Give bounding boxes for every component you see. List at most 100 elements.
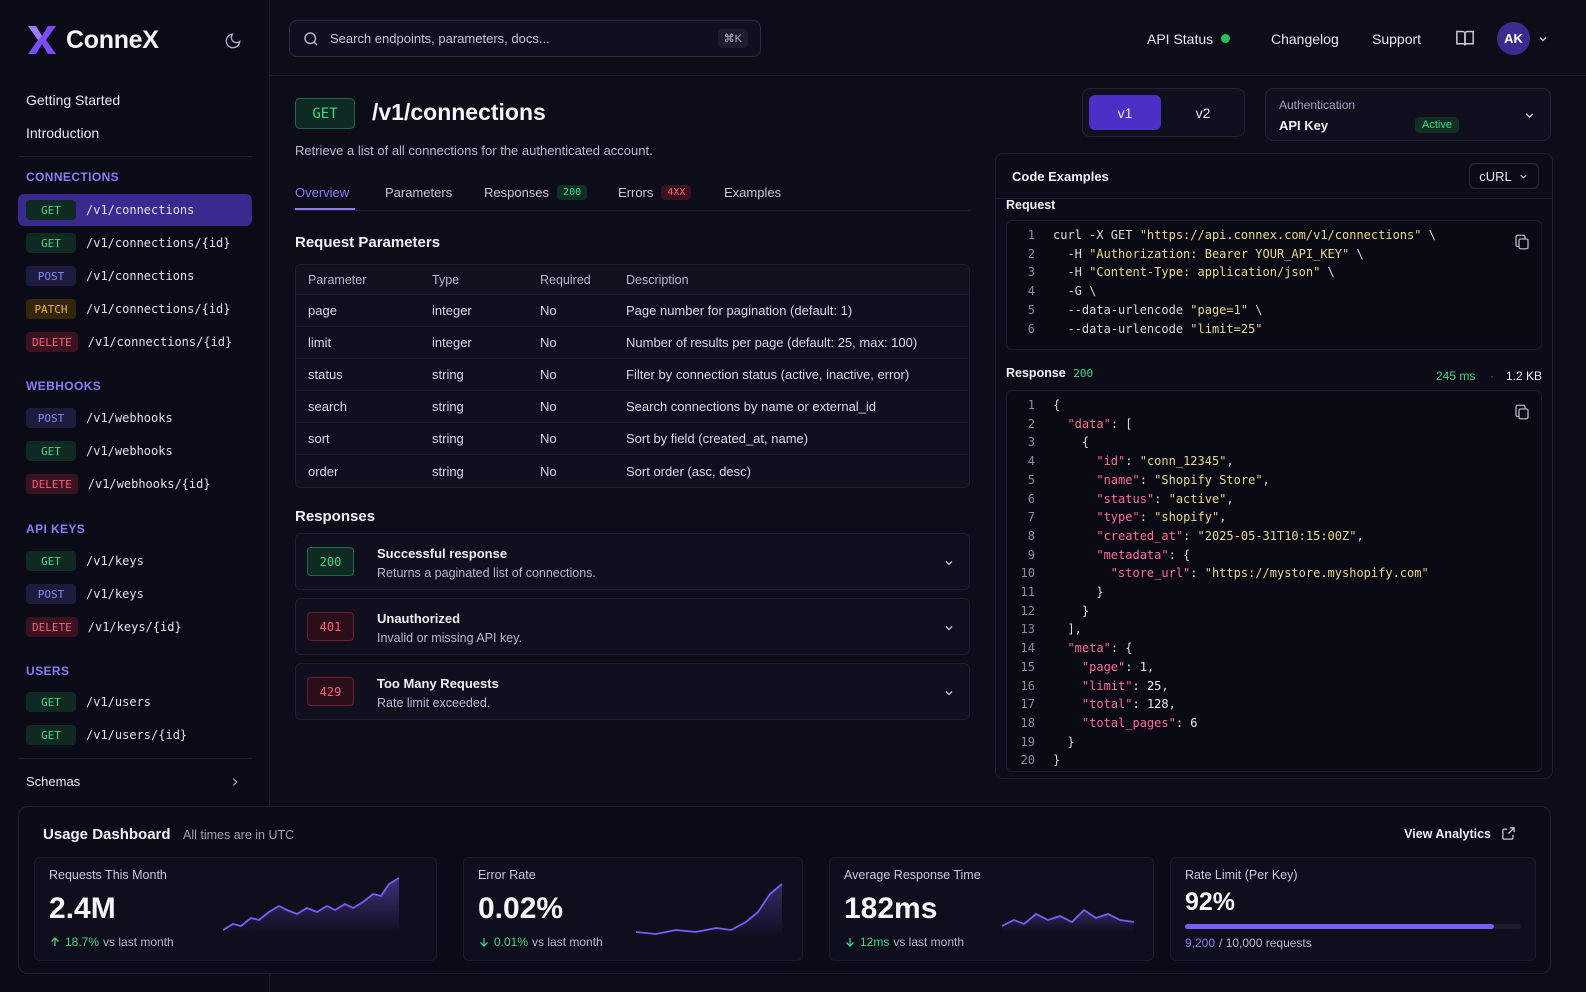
sidebar-item-get-v1-keys[interactable]: GET /v1/keys	[18, 545, 252, 577]
chevron-down-icon[interactable]	[1537, 33, 1549, 45]
table-row: page integer No Page number for pagination …	[296, 295, 969, 327]
metric-change: 0.01% vs last month	[478, 935, 603, 949]
sidebar-item-get-v1-users[interactable]: GET /v1/users	[18, 686, 252, 718]
changelog-link[interactable]: Changelog	[1271, 31, 1339, 47]
code-line: 1 curl -X GET "https://api.connex.com/v1/…	[1007, 228, 1436, 247]
response-item-429[interactable]: 429 Too Many Requests Rate limit exceede…	[295, 663, 970, 720]
copy-icon[interactable]	[1513, 233, 1531, 251]
code-token: :	[1125, 454, 1140, 469]
request-code-block[interactable]: 1 curl -X GET "https://api.connex.com/v1/…	[1006, 220, 1542, 350]
view-analytics-label: View Analytics	[1404, 826, 1491, 841]
sidebar-item-schemas[interactable]: Schemas	[26, 774, 242, 789]
response-title: Too Many Requests	[377, 676, 499, 691]
response-item-200[interactable]: 200 Successful response Returns a pagina…	[295, 533, 970, 590]
sidebar-item-introduction[interactable]: Introduction	[26, 125, 100, 141]
line-number: 18	[1020, 715, 1035, 730]
sidebar-item-delete-v1-connections-id[interactable]: DELETE /v1/connections/{id}	[18, 326, 252, 358]
auth-value: API Key	[1279, 118, 1329, 133]
line-number: 7	[1027, 510, 1035, 525]
metric-label: Rate Limit (Per Key)	[1185, 868, 1298, 882]
sidebar-item-get-v1-webhooks[interactable]: GET /v1/webhooks	[18, 435, 252, 467]
change-suffix: vs last month	[893, 935, 965, 949]
code-token	[1053, 566, 1111, 585]
version-v2-button[interactable]: v2	[1195, 104, 1211, 121]
avatar[interactable]: AK	[1497, 22, 1530, 55]
sidebar-item-delete-v1-keys-id[interactable]: DELETE /v1/keys/{id}	[18, 611, 252, 643]
sidebar-item-post-v1-connections[interactable]: POST /v1/connections	[18, 260, 252, 292]
search-input[interactable]	[330, 31, 718, 46]
sidebar-item-getting-started[interactable]: Getting Started	[26, 92, 121, 108]
metric-value: 0.02%	[478, 892, 564, 925]
moon-icon[interactable]	[224, 32, 242, 50]
response-item-401[interactable]: 401 Unauthorized Invalid or missing API …	[295, 598, 970, 655]
book-icon[interactable]	[1455, 29, 1475, 47]
sidebar-item-patch-v1-connections-id[interactable]: PATCH /v1/connections/{id}	[18, 293, 252, 325]
endpoint-path: /v1/keys/{id}	[87, 620, 182, 634]
tab-label: Overview	[295, 185, 350, 200]
sidebar-item-get-v1-connections[interactable]: GET /v1/connections	[18, 194, 252, 226]
sidebar-item-get-v1-users-id[interactable]: GET /v1/users/{id}	[18, 719, 252, 751]
search-bar[interactable]: ⌘K	[289, 20, 761, 57]
line-number: 6	[1027, 491, 1035, 506]
code-token: : [	[1110, 416, 1133, 431]
code-token: :	[1132, 697, 1147, 712]
code-token: ,	[1226, 454, 1234, 469]
tab-overview[interactable]: Overview	[295, 185, 349, 200]
copy-icon[interactable]	[1513, 403, 1531, 421]
sidebar-section-users: USERS	[26, 664, 70, 678]
code-token: 25	[1146, 678, 1162, 693]
change-suffix: vs last month	[103, 935, 174, 949]
api-status-label: API Status	[1147, 31, 1214, 47]
metric-value: 92%	[1185, 888, 1236, 916]
tab-parameters[interactable]: Parameters	[385, 185, 452, 200]
line-number: 1	[1027, 228, 1035, 242]
used-requests: 9,200	[1185, 936, 1216, 950]
code-token: :	[1154, 491, 1169, 506]
line-number: 4	[1027, 454, 1035, 469]
code-line: 2 -H "Authorization: Bearer YOUR_API_KEY…	[1007, 247, 1364, 266]
tab-badge: 200	[557, 185, 588, 200]
tab-errors[interactable]: Errors 4XX	[618, 185, 692, 200]
sidebar-item-delete-v1-webhooks-id[interactable]: DELETE /v1/webhooks/{id}	[18, 468, 252, 500]
chevron-down-icon	[945, 691, 953, 696]
table-cell: Page number for pagination (default: 1)	[614, 295, 969, 327]
table-row: order string No Sort order (asc, desc)	[296, 455, 969, 487]
language-select[interactable]: cURL	[1469, 163, 1539, 189]
table-cell: string	[432, 463, 464, 479]
response-title: Unauthorized	[377, 611, 461, 626]
tab-responses[interactable]: Responses 200	[484, 185, 588, 200]
api-status[interactable]: API Status	[1147, 31, 1231, 47]
line-number: 14	[1020, 641, 1035, 656]
code-line: 5 "name": "Shopify Store",	[1007, 473, 1270, 492]
line-number: 1	[1027, 398, 1035, 412]
line-number: 16	[1020, 678, 1035, 693]
code-token	[1053, 417, 1067, 436]
support-link[interactable]: Support	[1372, 31, 1422, 47]
tab-examples[interactable]: Examples	[724, 185, 781, 200]
method-badge: POST	[26, 584, 76, 604]
line-number: 9	[1027, 547, 1035, 562]
authentication-select[interactable]: Authentication API Key Active	[1265, 88, 1551, 141]
sidebar-item-post-v1-webhooks[interactable]: POST /v1/webhooks	[18, 402, 252, 434]
logo[interactable]: ConneX	[26, 24, 159, 56]
code-token	[1053, 697, 1082, 716]
metric-change: 18.7% vs last month	[49, 935, 174, 949]
endpoint-path: /v1/users/{id}	[86, 728, 188, 742]
schemas-label: Schemas	[26, 774, 81, 789]
sidebar-item-post-v1-keys[interactable]: POST /v1/keys	[18, 578, 252, 610]
metric-card-requests: Requests This Month 2.4M 18.7% vs last m…	[34, 857, 437, 961]
table-cell: No	[528, 423, 614, 455]
tab-label: Errors	[618, 185, 654, 200]
code-token	[1053, 660, 1082, 679]
view-analytics-link[interactable]: View Analytics	[1404, 826, 1516, 841]
version-v1-button[interactable]: v1	[1089, 95, 1161, 130]
response-code-block[interactable]: 1{2 "data": [3 {4 "id": "conn_12345", 5 "…	[1006, 390, 1542, 772]
code-token: ,	[1219, 510, 1227, 525]
code-examples-title: Code Examples	[1012, 169, 1109, 184]
table-row: sort string No Sort by field (created_at, n…	[296, 423, 969, 455]
endpoint-path: /v1/connections	[86, 269, 195, 283]
code-token: "store_url"	[1110, 566, 1191, 581]
metric-change: 12ms vs last month	[844, 935, 964, 949]
sidebar-item-get-v1-connections-id[interactable]: GET /v1/connections/{id}	[18, 227, 252, 259]
code-line: 14 "meta": {	[1007, 641, 1133, 660]
